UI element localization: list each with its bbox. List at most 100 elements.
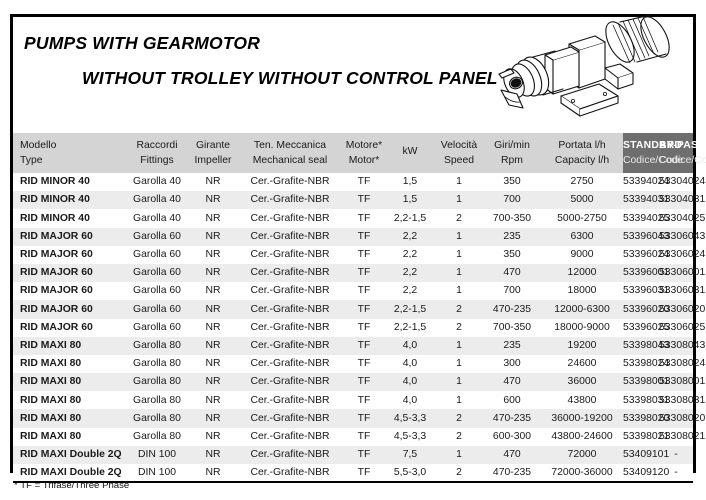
cell-capacity: 43800 — [541, 391, 623, 410]
cell-kw: 7,5 — [385, 445, 435, 464]
table-body: RID MINOR 40 Garolla 40 NR Cer.-Grafite-NBR… — [13, 173, 705, 484]
cell-rpm: 235 — [483, 336, 541, 355]
cell-motor: TF — [343, 464, 385, 484]
cell-impeller: NR — [189, 464, 237, 484]
cell-fittings: Garolla 60 — [125, 263, 189, 283]
cell-speed: 1 — [435, 354, 483, 374]
cell-fittings: Garolla 80 — [125, 373, 189, 392]
cell-standard-code: 53394031 — [623, 191, 669, 210]
table-row: RID MAXI 80 Garolla 80 NR Cer.-Grafite-NBR T… — [13, 336, 705, 355]
cell-seal: Cer.-Grafite-NBR — [237, 464, 343, 484]
table-row: RID MAJOR 60 Garolla 60 NR Cer.-Grafite-NBR… — [13, 282, 705, 301]
cell-standard-code: 53409101 — [623, 445, 669, 464]
table-row: RID MINOR 40 Garolla 40 NR Cer.-Grafite-NBR… — [13, 209, 705, 228]
cell-bypass-code: 53308031 — [659, 391, 705, 410]
cell-capacity: 9000 — [541, 245, 623, 264]
cell-motor: TF — [343, 409, 385, 428]
cell-rpm: 470-235 — [483, 464, 541, 484]
cell-model: RID MAXI 80 — [13, 373, 125, 392]
cell-model: RID MAXI 80 — [13, 391, 125, 410]
cell-model: RID MAJOR 60 — [13, 263, 125, 283]
cell-motor: TF — [343, 173, 385, 192]
cell-kw: 1,5 — [385, 191, 435, 210]
cell-model: RID MAXI Double 2Q — [13, 445, 125, 464]
cell-bypass-code: 53308043 — [659, 336, 705, 355]
cell-impeller: NR — [189, 282, 237, 301]
cell-kw: 2,2 — [385, 282, 435, 301]
cell-standard-code: 53394025 — [623, 209, 669, 228]
cell-impeller: NR — [189, 209, 237, 228]
cell-impeller: NR — [189, 445, 237, 464]
table-row: RID MAXI 80 Garolla 80 NR Cer.-Grafite-NBR T… — [13, 427, 705, 446]
cell-bypass-code: 53306001 — [659, 263, 705, 283]
title-line-1: PUMPS WITH GEARMOTOR — [24, 33, 261, 53]
cell-impeller: NR — [189, 191, 237, 210]
cell-impeller: NR — [189, 245, 237, 264]
cell-speed: 2 — [435, 427, 483, 446]
cell-rpm: 600 — [483, 391, 541, 410]
cell-seal: Cer.-Grafite-NBR — [237, 191, 343, 210]
cell-speed: 1 — [435, 173, 483, 192]
cell-kw: 5,5-3,0 — [385, 464, 435, 484]
cell-model: RID MAJOR 60 — [13, 227, 125, 246]
cell-seal: Cer.-Grafite-NBR — [237, 391, 343, 410]
cell-rpm: 470 — [483, 373, 541, 392]
footnote-motor-type: * TF = Trifase/Three Phase — [14, 480, 130, 491]
cell-fittings: Garolla 60 — [125, 245, 189, 264]
cell-fittings: Garolla 60 — [125, 300, 189, 319]
table-row: RID MAJOR 60 Garolla 60 NR Cer.-Grafite-NBR… — [13, 245, 705, 264]
cell-capacity: 12000 — [541, 263, 623, 283]
cell-seal: Cer.-Grafite-NBR — [237, 300, 343, 319]
cell-model: RID MINOR 40 — [13, 173, 125, 192]
cell-speed: 1 — [435, 282, 483, 301]
col-header-motor: Motore* Motor* — [343, 133, 385, 173]
col-header-bypass-code: BY-PASS Codice/Code — [659, 133, 706, 173]
cell-bypass-code: 53304025 — [659, 209, 705, 228]
cell-bypass-code: 53308020 — [659, 409, 705, 428]
cell-motor: TF — [343, 209, 385, 228]
cell-fittings: Garolla 60 — [125, 282, 189, 301]
cell-standard-code: 53394024 — [623, 173, 669, 192]
cell-speed: 1 — [435, 227, 483, 246]
cell-speed: 2 — [435, 409, 483, 428]
cell-impeller: NR — [189, 336, 237, 355]
cell-motor: TF — [343, 336, 385, 355]
cell-motor: TF — [343, 282, 385, 301]
table-row: RID MAXI 80 Garolla 80 NR Cer.-Grafite-NBR T… — [13, 373, 705, 392]
cell-model: RID MINOR 40 — [13, 209, 125, 228]
cell-kw: 2,2 — [385, 263, 435, 283]
cell-fittings: DIN 100 — [125, 445, 189, 464]
table-row: RID MINOR 40 Garolla 40 NR Cer.-Grafite-NBR… — [13, 191, 705, 210]
cell-motor: TF — [343, 354, 385, 374]
cell-impeller: NR — [189, 391, 237, 410]
cell-fittings: Garolla 80 — [125, 391, 189, 410]
cell-capacity: 5000 — [541, 191, 623, 210]
cell-model: RID MAXI 80 — [13, 409, 125, 428]
cell-speed: 1 — [435, 336, 483, 355]
cell-fittings: Garolla 80 — [125, 336, 189, 355]
cell-seal: Cer.-Grafite-NBR — [237, 245, 343, 264]
cell-rpm: 350 — [483, 245, 541, 264]
cell-motor: TF — [343, 373, 385, 392]
col-header-speed: Velocità Speed — [435, 133, 483, 173]
specification-table-wrapper: Modello Type Raccordi Fittings Girante I… — [13, 133, 706, 484]
cell-rpm: 350 — [483, 173, 541, 192]
cell-seal: Cer.-Grafite-NBR — [237, 318, 343, 337]
cell-seal: Cer.-Grafite-NBR — [237, 263, 343, 283]
cell-capacity: 2750 — [541, 173, 623, 192]
cell-capacity: 6300 — [541, 227, 623, 246]
cell-seal: Cer.-Grafite-NBR — [237, 209, 343, 228]
cell-capacity: 18000 — [541, 282, 623, 301]
cell-speed: 2 — [435, 318, 483, 337]
cell-capacity: 36000-19200 — [541, 409, 623, 428]
cell-model: RID MAJOR 60 — [13, 282, 125, 301]
cell-speed: 1 — [435, 445, 483, 464]
table-row: RID MAXI Double 2Q DIN 100 NR Cer.-Grafite-… — [13, 445, 693, 464]
cell-impeller: NR — [189, 227, 237, 246]
cell-seal: Cer.-Grafite-NBR — [237, 227, 343, 246]
cell-seal: Cer.-Grafite-NBR — [237, 427, 343, 446]
cell-rpm: 700-350 — [483, 318, 541, 337]
col-header-kw: kW — [385, 133, 435, 173]
cell-capacity: 72000 — [541, 445, 623, 464]
cell-motor: TF — [343, 263, 385, 283]
